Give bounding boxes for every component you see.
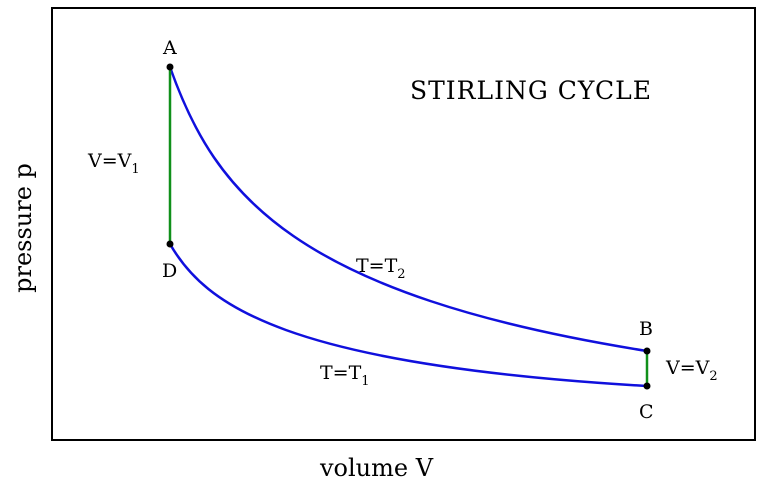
point-c-marker [643, 382, 651, 390]
label-t-equals-t2: T=T2 [356, 255, 406, 282]
point-b-label: B [639, 318, 653, 340]
y-axis-label: pressure p [9, 163, 37, 293]
label-t-equals-t1: T=T1 [320, 362, 370, 389]
diagram-title: STIRLING CYCLE [410, 76, 652, 105]
point-a-marker [166, 63, 174, 71]
isotherm-t2-curve [168, 66, 648, 353]
point-a-label: A [162, 37, 177, 59]
label-v-equals-v1: V=V1 [87, 150, 140, 177]
x-axis-label: volume V [319, 454, 434, 481]
plot-frame [51, 7, 756, 441]
label-v-equals-v2: V=V2 [665, 357, 718, 384]
point-b-marker [643, 347, 651, 355]
point-d-marker [166, 240, 174, 248]
point-c-label: C [639, 401, 654, 423]
point-d-label: D [162, 260, 177, 282]
isotherm-t1-curve [168, 243, 648, 388]
